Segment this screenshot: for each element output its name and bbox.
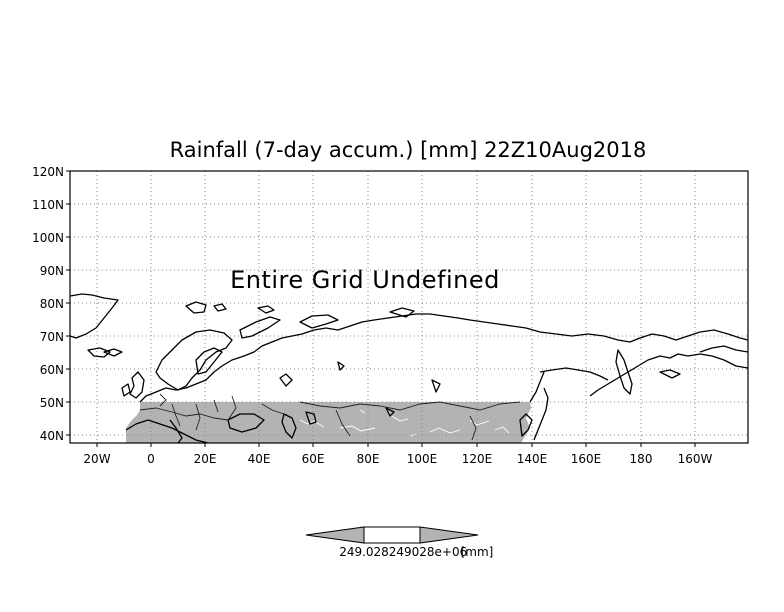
lon-label: 120E — [462, 452, 493, 466]
colorbar-label-mid: 249028e+06 — [389, 545, 468, 559]
undefined-grid-notice: Entire Grid Undefined — [230, 266, 500, 294]
colorbar-unit-label: [mm] — [461, 545, 494, 559]
lon-label: 80E — [357, 452, 380, 466]
colorbar: 249.028 249028e+06 [mm] — [305, 526, 494, 559]
lat-label: 70N — [40, 330, 64, 344]
graticule — [70, 171, 748, 443]
latitude-labels: 120N 110N 100N 90N 80N 70N 60N 50N 40N — [32, 165, 64, 443]
lon-label: 100E — [407, 452, 438, 466]
lon-label: 160W — [678, 452, 713, 466]
country-borders — [139, 393, 521, 441]
longitude-labels: 20W 0 20E 40E 60E 80E 100E 120E 140E 160… — [83, 452, 712, 466]
lon-label: 40E — [248, 452, 271, 466]
lon-label: 20E — [194, 452, 217, 466]
lon-label: 60E — [302, 452, 325, 466]
map-frame — [69, 170, 749, 444]
lon-label: 160E — [571, 452, 602, 466]
shaded-field — [126, 402, 531, 443]
lon-label: 140E — [517, 452, 548, 466]
lat-label: 40N — [40, 429, 64, 443]
lon-label: 0 — [147, 452, 155, 466]
map-title: Rainfall (7-day accum.) [mm] 22Z10Aug201… — [170, 138, 647, 162]
lat-label: 60N — [40, 363, 64, 377]
lat-label: 120N — [32, 165, 64, 179]
lon-label: 180 — [630, 452, 653, 466]
lon-label: 20W — [83, 452, 110, 466]
lat-label: 90N — [40, 264, 64, 278]
colorbar-left-triangle — [305, 526, 365, 544]
lat-label: 110N — [32, 198, 64, 212]
colorbar-label-left: 249.028 — [339, 545, 389, 559]
lat-label: 50N — [40, 396, 64, 410]
lat-label: 80N — [40, 297, 64, 311]
colorbar-center-box — [363, 526, 421, 544]
coastlines — [69, 293, 749, 444]
lat-label: 100N — [32, 231, 64, 245]
colorbar-right-triangle — [419, 526, 479, 544]
